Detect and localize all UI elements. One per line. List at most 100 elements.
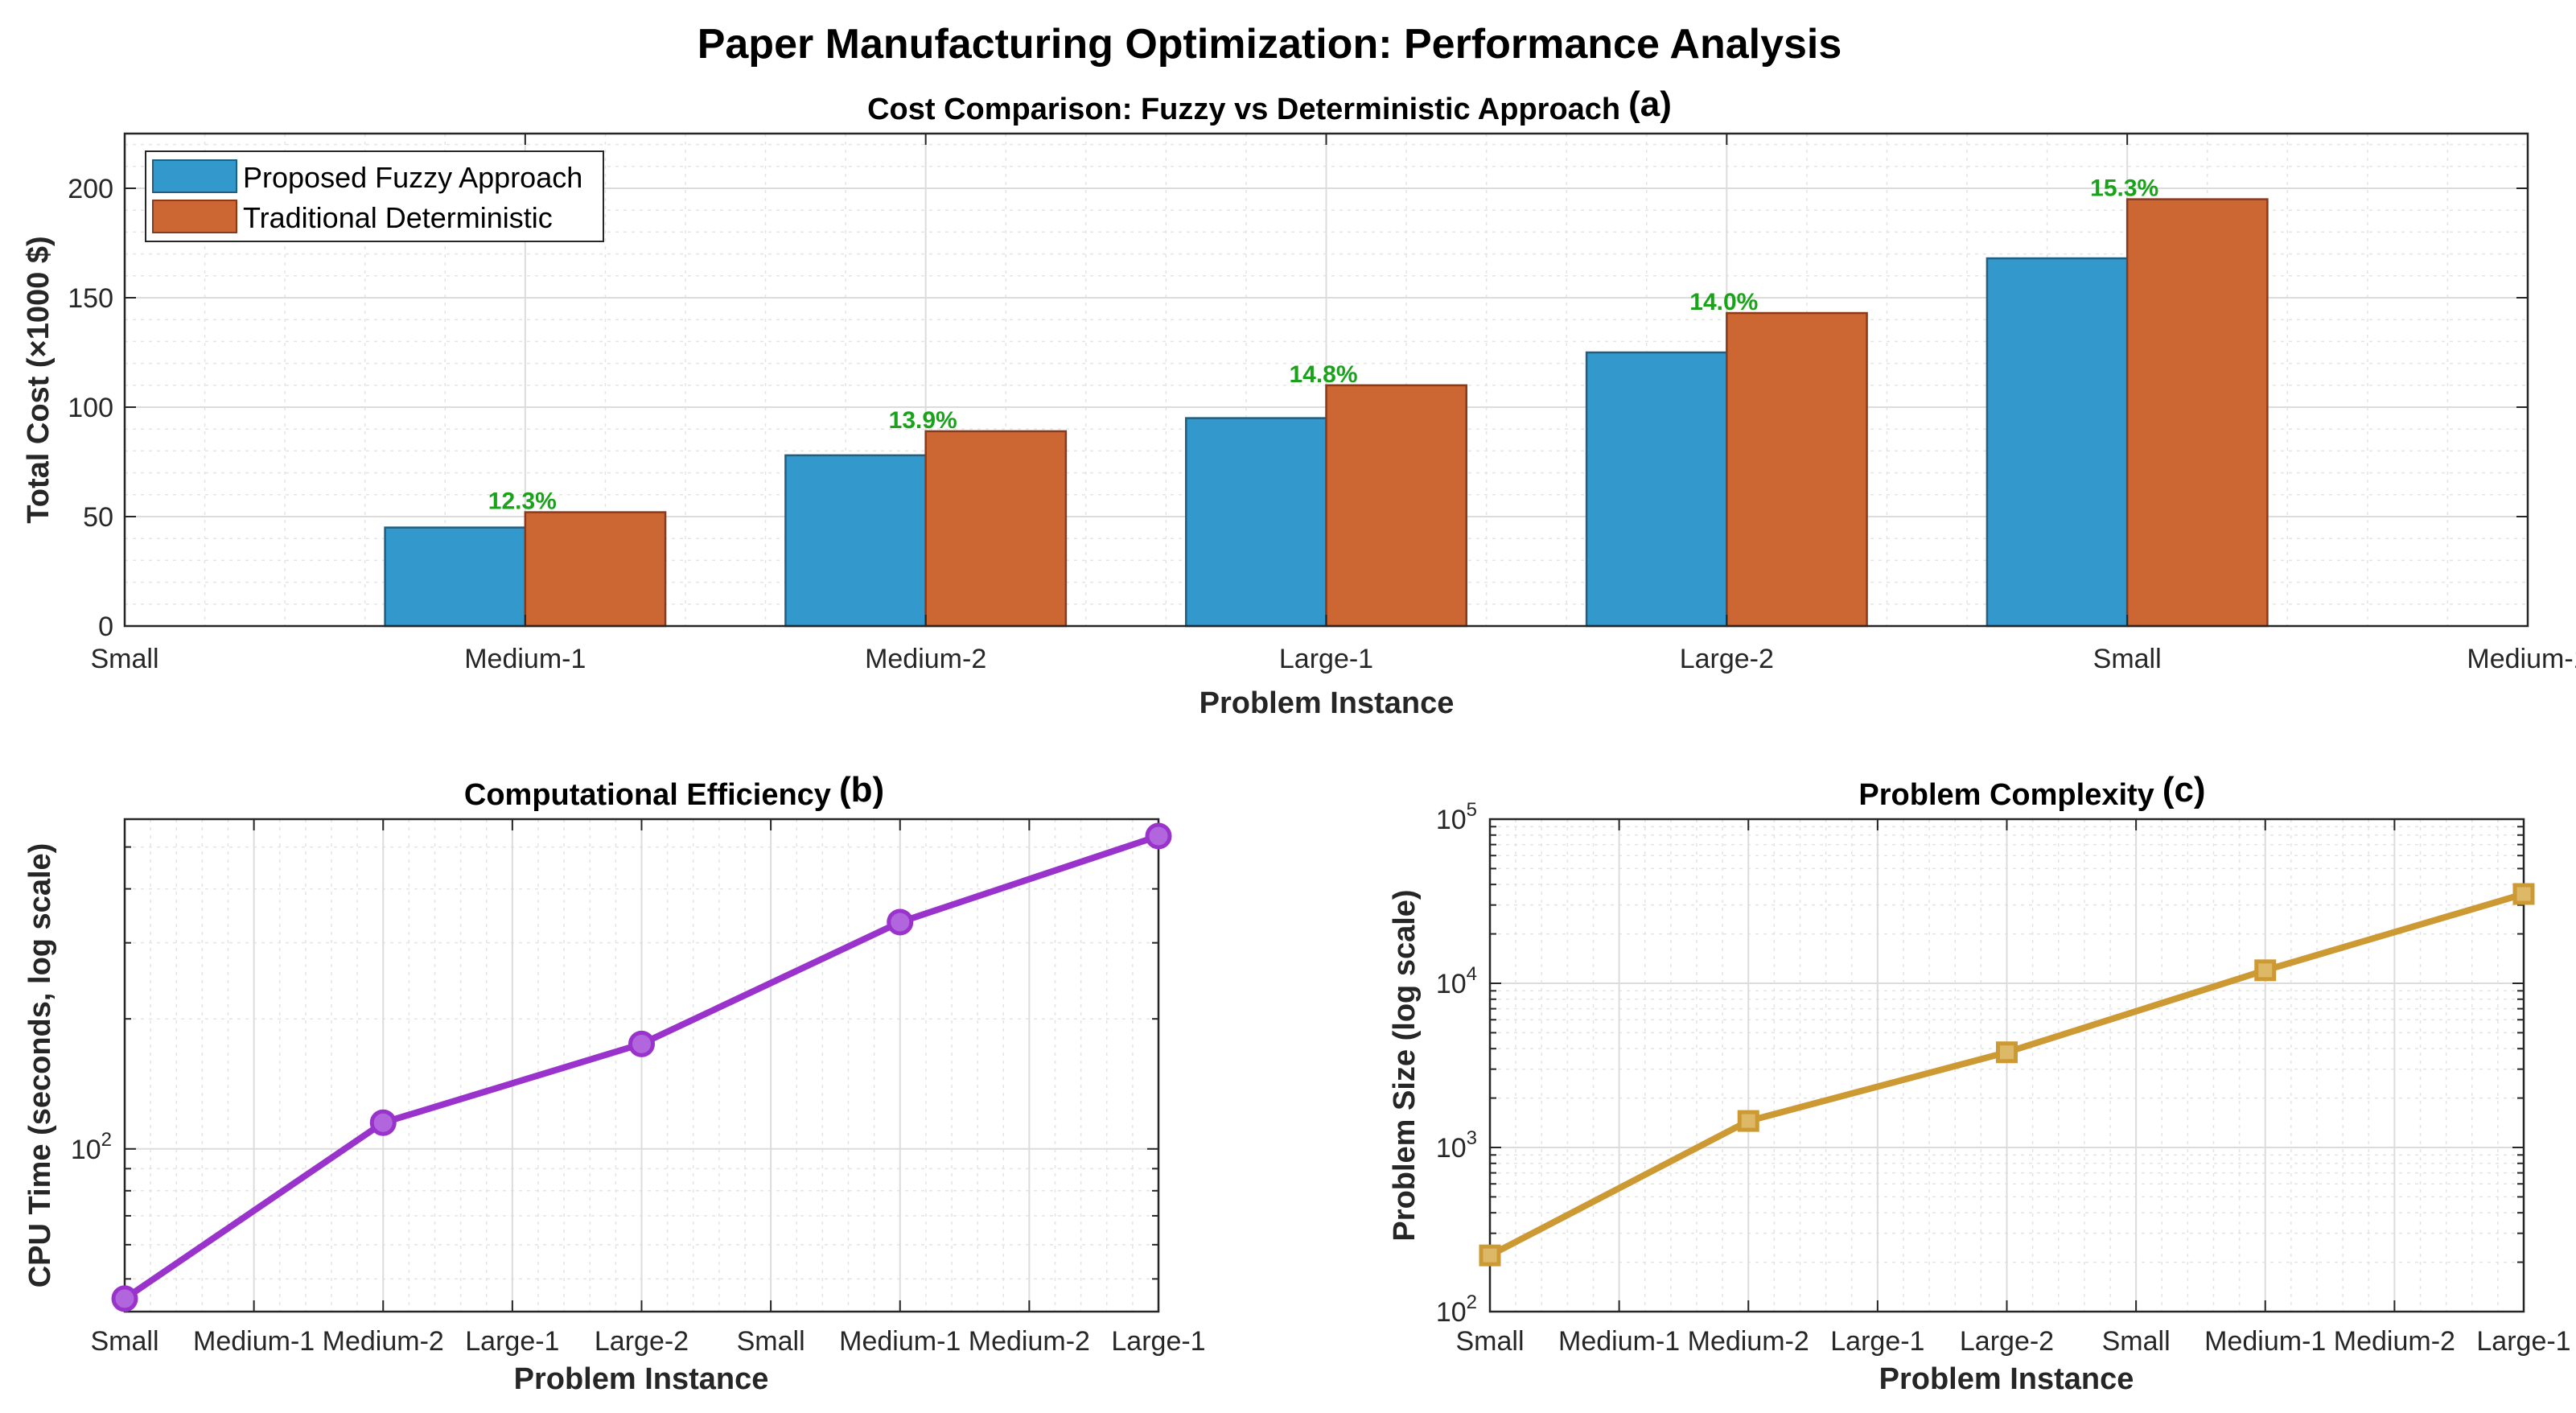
bar-deterministic: [524, 511, 667, 628]
x-tick-label: Medium-2: [2334, 1326, 2455, 1357]
y-tick-label: 105: [1436, 799, 1477, 835]
y-tick-label: 102: [71, 1129, 112, 1165]
improvement-percent-label: 14.8%: [1289, 361, 1357, 388]
panel-a-ticks: 0 50 100 150 200 Small Medium-1 Medium-2 Large-1…: [68, 134, 2576, 674]
y-tick-label-exponent: 5: [1467, 799, 1477, 821]
panel-a-bars: [384, 198, 2269, 628]
panel-b-grid: [124, 819, 1159, 1312]
x-tick-label: Large-2: [1960, 1326, 2054, 1357]
panel-b-series: [111, 822, 1172, 1312]
bar-deterministic: [924, 430, 1068, 628]
y-tick-label: 150: [68, 283, 113, 314]
x-tick-label: Medium-2: [323, 1326, 444, 1357]
bar-fuzzy: [1185, 417, 1327, 628]
improvement-percent-label: 13.9%: [889, 407, 957, 434]
panel-c-series: [1479, 883, 2535, 1267]
panel-b-ticks: 102 Small Medium-1 Medium-2 Large-1 Large-2 Sm…: [71, 819, 1206, 1357]
y-tick-label-exponent: 2: [101, 1129, 112, 1151]
panel-a-legend: Proposed Fuzzy Approach Traditional Dete…: [145, 150, 604, 242]
bar-deterministic: [1726, 311, 1868, 628]
x-tick-label: Small: [737, 1326, 805, 1357]
data-point-marker: [1996, 1041, 2018, 1064]
y-tick-label: 103: [1436, 1127, 1477, 1164]
y-tick-label-base: 10: [1436, 1133, 1467, 1164]
y-tick-label-exponent: 3: [1467, 1127, 1477, 1149]
x-tick-label: Medium-1: [2467, 644, 2576, 674]
y-tick-label-exponent: 2: [1467, 1291, 1477, 1313]
y-tick-label-base: 10: [1436, 805, 1467, 835]
figure-title: Paper Manufacturing Optimization: Perfor…: [697, 21, 1842, 68]
x-tick-label: Small: [90, 644, 158, 674]
bar-fuzzy: [384, 526, 527, 628]
y-tick-label-exponent: 4: [1467, 963, 1477, 985]
x-tick-label: Medium-1: [193, 1326, 315, 1357]
x-tick-label: Small: [90, 1326, 158, 1357]
data-point-marker: [887, 908, 914, 936]
panel-b-cpu-time: Computational Efficiency (b) 102 Small Medi…: [23, 770, 1206, 1396]
panel-a-ylabel: Total Cost (×1000 $): [22, 236, 56, 523]
x-tick-label: Large-2: [595, 1326, 689, 1357]
data-point-marker: [369, 1109, 397, 1136]
panel-c-ylabel: Problem Size (log scale): [1388, 889, 1422, 1241]
data-point-marker: [1737, 1110, 1759, 1132]
x-tick-label: Small: [2093, 644, 2162, 674]
panel-b-xlabel: Problem Instance: [514, 1362, 769, 1396]
x-tick-label: Medium-2: [1688, 1326, 1809, 1357]
data-point-marker: [628, 1030, 655, 1057]
panel-a-percent-labels: 12.3% 13.9% 14.8% 14.0% 15.3%: [488, 175, 2158, 515]
legend-label-deterministic: Traditional Deterministic: [243, 201, 553, 234]
y-tick-label: 102: [1436, 1291, 1477, 1328]
data-point-marker: [1145, 822, 1172, 850]
panel-b-letter: (b): [839, 770, 884, 809]
improvement-percent-label: 15.3%: [2090, 175, 2158, 202]
y-tick-label: 200: [68, 174, 113, 204]
panel-a-title: Cost Comparison: Fuzzy vs Deterministic …: [867, 84, 1672, 126]
x-tick-label: Medium-1: [1558, 1326, 1680, 1357]
bar-fuzzy: [784, 454, 927, 628]
data-point-marker: [2512, 883, 2535, 905]
panel-a-cost-comparison: Cost Comparison: Fuzzy vs Deterministic …: [22, 84, 2576, 720]
x-tick-label: Small: [1455, 1326, 1524, 1357]
panel-b-title: Computational Efficiency (b): [464, 770, 884, 812]
bar-deterministic: [1325, 384, 1467, 628]
panel-c-title: Problem Complexity (c): [1858, 770, 2205, 812]
bar-deterministic: [2125, 198, 2269, 628]
x-tick-label: Large-1: [465, 1326, 559, 1357]
improvement-percent-label: 14.0%: [1689, 289, 1758, 315]
y-tick-label-base: 10: [1436, 969, 1467, 999]
panel-c-xlabel: Problem Instance: [1879, 1362, 2134, 1396]
legend-label-fuzzy: Proposed Fuzzy Approach: [243, 161, 582, 194]
y-tick-label-base: 10: [1436, 1297, 1467, 1328]
y-tick-label: 100: [68, 393, 113, 423]
data-point-marker: [1479, 1244, 1501, 1267]
legend-swatch-deterministic: [152, 200, 237, 233]
x-tick-label: Large-1: [2476, 1326, 2570, 1357]
panel-a-letter: (a): [1628, 84, 1672, 124]
x-tick-label: Medium-2: [865, 644, 986, 674]
panel-a-title-text: Cost Comparison: Fuzzy vs Deterministic …: [867, 93, 1620, 126]
y-tick-label-base: 10: [71, 1135, 101, 1165]
x-tick-label: Large-1: [1111, 1326, 1205, 1357]
x-tick-label: Small: [2102, 1326, 2171, 1357]
x-tick-label: Medium-1: [464, 644, 586, 674]
x-tick-label: Large-1: [1279, 644, 1373, 674]
x-tick-label: Large-2: [1680, 644, 1774, 674]
panel-a-xlabel: Problem Instance: [1200, 686, 1455, 720]
panel-c-letter: (c): [2162, 770, 2206, 809]
improvement-percent-label: 12.3%: [488, 488, 557, 515]
y-tick-label: 104: [1436, 963, 1477, 999]
panel-b-title-text: Computational Efficiency: [464, 778, 831, 812]
data-point-marker: [2254, 959, 2277, 982]
data-point-marker: [111, 1285, 138, 1312]
x-tick-label: Medium-1: [2204, 1326, 2326, 1357]
panel-b-ylabel: CPU Time (seconds, log scale): [23, 843, 57, 1288]
x-tick-label: Large-1: [1830, 1326, 1924, 1357]
bar-fuzzy: [1585, 351, 1728, 628]
legend-swatch-fuzzy: [152, 159, 237, 193]
y-tick-label: 50: [83, 502, 113, 533]
y-tick-label: 0: [98, 612, 113, 642]
x-tick-label: Medium-2: [969, 1326, 1090, 1357]
